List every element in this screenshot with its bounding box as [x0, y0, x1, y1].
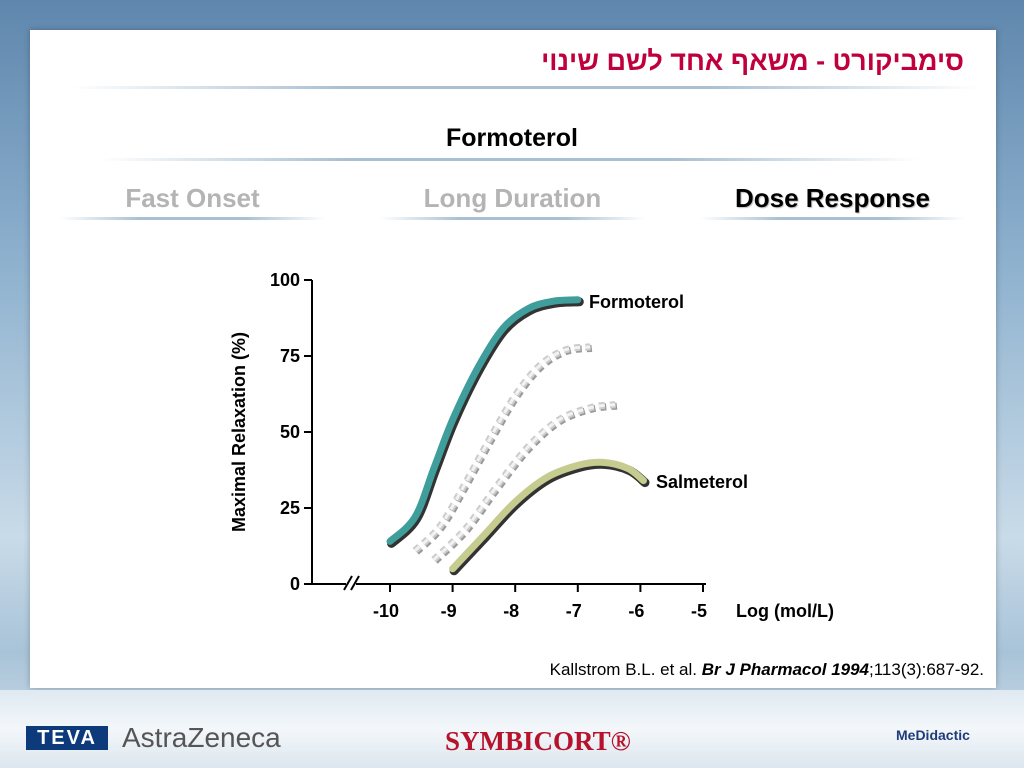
citation-journal: Br J Pharmacol 1994	[701, 660, 870, 679]
teva-logo: TEVA	[26, 726, 108, 750]
chart-labels: 0 25 50 75 100 -10 -9 -8 -7 -6 -5 Log (mol/L) Maxima…	[229, 270, 834, 621]
slide-panel	[30, 30, 996, 688]
axis-break-mark	[350, 575, 360, 591]
footer-bar	[0, 690, 1024, 768]
x-tick-label: -5	[691, 601, 707, 621]
subtitle-divider	[100, 158, 920, 161]
axis-break-mark	[343, 575, 353, 591]
astrazeneca-logo: AstraZeneca	[122, 722, 281, 753]
x-tick-label: -7	[566, 601, 582, 621]
x-axis-label: Log (mol/L)	[736, 601, 834, 621]
symbicort-logo: SYMBICORT®	[445, 726, 631, 756]
citation: Kallstrom B.L. et al. Br J Pharmacol 199…	[550, 660, 984, 680]
comparison-curve-shadow	[432, 402, 618, 564]
chart-axes	[304, 279, 706, 592]
title-divider	[70, 86, 980, 89]
formoterol-label: Formoterol	[589, 292, 684, 312]
tab-underline	[700, 217, 965, 220]
formoterol-curve	[386, 296, 582, 545]
axis-break-gap	[346, 576, 356, 592]
comparison-curve-highlight	[432, 403, 616, 561]
medidactic-logo: MeDidactic	[896, 727, 970, 743]
comparison-curve	[431, 401, 616, 563]
y-tick-label: 50	[280, 422, 300, 442]
tab-underline	[60, 217, 325, 220]
y-tick-label: 75	[280, 346, 300, 366]
citation-ref: ;113(3):687-92.	[869, 660, 984, 679]
x-tick-label: -9	[441, 601, 457, 621]
salmeterol-curve-shadow	[449, 459, 650, 576]
x-tick-label: -10	[373, 601, 399, 621]
y-axis-label: Maximal Relaxation (%)	[229, 332, 249, 532]
tab-underline	[380, 217, 645, 220]
tab-long-duration[interactable]: Long Duration	[423, 183, 602, 213]
comparison-curve-highlight	[413, 345, 591, 552]
tab-fast-onset[interactable]: Fast Onset	[125, 183, 260, 213]
y-tick-label: 25	[280, 498, 300, 518]
x-tick-label: -8	[503, 601, 519, 621]
salmeterol-curve	[449, 458, 647, 573]
chart-series	[386, 296, 650, 576]
section-subtitle: Formoterol	[446, 124, 578, 152]
citation-authors: Kallstrom B.L. et al.	[549, 660, 702, 679]
x-tick-label: -6	[628, 601, 644, 621]
slide-title: סימביקורט - משאף אחד לשם שינוי	[541, 46, 964, 76]
y-tick-label: 100	[270, 270, 300, 290]
tab-dose-response[interactable]: Dose Response	[734, 183, 931, 213]
y-tick-label: 0	[290, 574, 300, 594]
salmeterol-label: Salmeterol	[656, 472, 748, 492]
